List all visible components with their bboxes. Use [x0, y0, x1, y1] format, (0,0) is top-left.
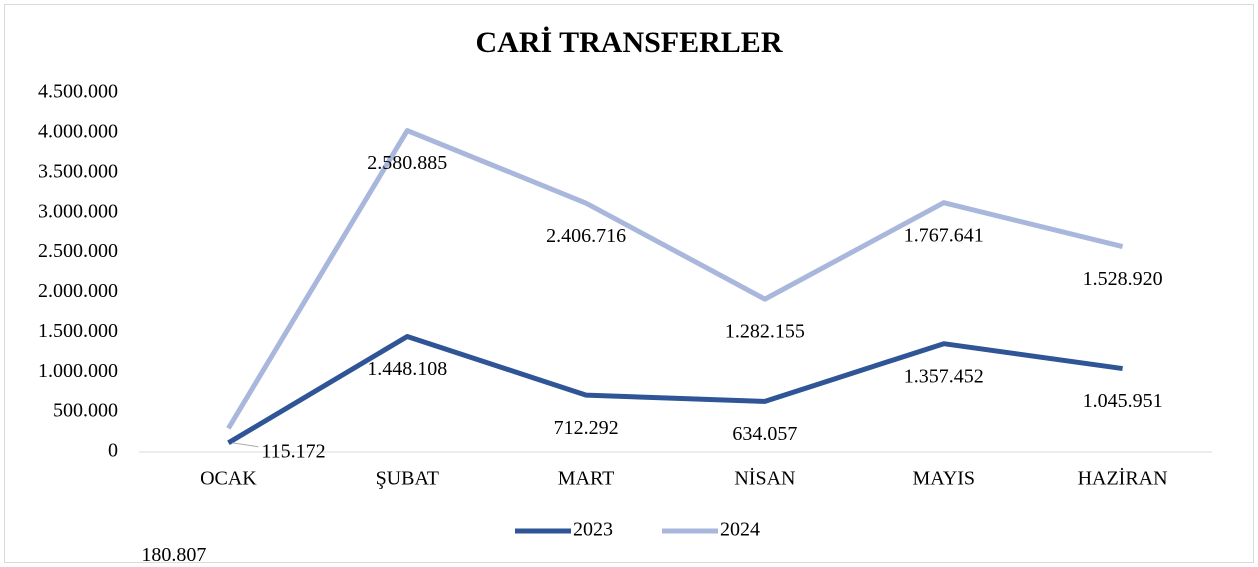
legend-label: 2023 [573, 519, 613, 541]
data-label: 1.767.641 [904, 224, 984, 246]
y-tick-label: 4.500.000 [38, 81, 118, 103]
data-label: 1.528.920 [1083, 268, 1163, 290]
y-tick-label: 4.000.000 [38, 120, 118, 142]
x-tick-label: HAZİRAN [1078, 467, 1168, 490]
data-label: 115.172 [261, 440, 325, 462]
data-label: 1.448.108 [367, 358, 447, 380]
chart-title: CARİ TRANSFERLER [475, 26, 782, 59]
chart-border [4, 4, 1254, 563]
y-tick-label: 2.000.000 [38, 280, 118, 302]
leader-line [232, 442, 259, 448]
data-label: 712.292 [554, 417, 619, 439]
y-tick-label: 2.500.000 [38, 240, 118, 262]
data-label: 1.282.155 [725, 321, 805, 343]
data-label: 2.406.716 [546, 225, 626, 247]
x-tick-label: ŞUBAT [376, 468, 439, 490]
data-label: 1.045.951 [1083, 390, 1163, 412]
x-tick-label: MART [558, 468, 615, 490]
x-tick-label: MAYIS [912, 468, 975, 490]
y-tick-label: 1.000.000 [38, 360, 118, 382]
x-tick-label: OCAK [200, 468, 257, 490]
line-series [226, 128, 1124, 430]
x-tick-label: NİSAN [734, 467, 795, 490]
legend-label: 2024 [720, 519, 760, 541]
data-label: 634.057 [732, 423, 797, 445]
data-label: 180.807 [141, 544, 206, 566]
data-label: 2.580.885 [367, 152, 447, 174]
y-tick-label: 1.500.000 [38, 320, 118, 342]
y-tick-label: 0 [108, 440, 118, 462]
y-tick-label: 3.000.000 [38, 200, 118, 222]
y-tick-label: 3.500.000 [38, 160, 118, 182]
data-label: 1.357.452 [904, 365, 984, 387]
y-tick-label: 500.000 [53, 400, 118, 422]
line-series [227, 333, 1123, 445]
